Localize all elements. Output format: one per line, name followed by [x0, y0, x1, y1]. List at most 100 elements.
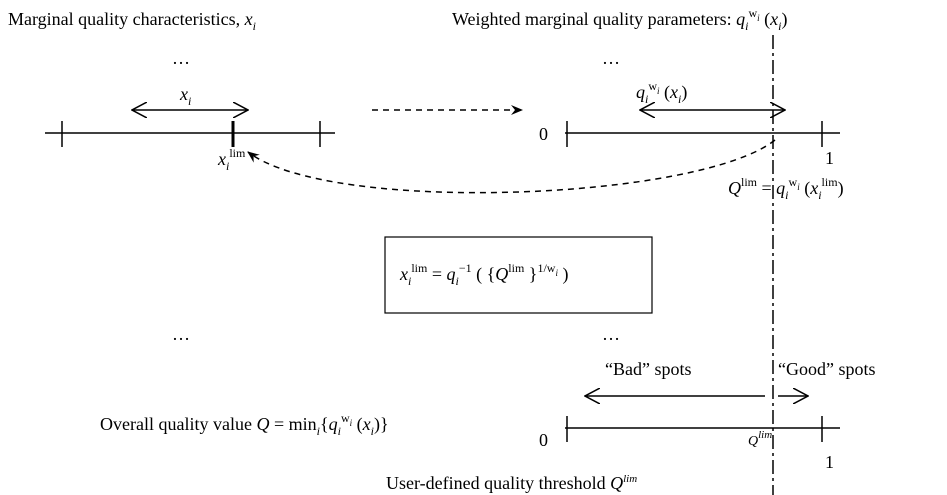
- text-part: i: [338, 424, 341, 438]
- text-part: i: [188, 94, 191, 108]
- text-part: x: [362, 414, 371, 434]
- formula-box: [384, 236, 653, 314]
- text-part: q: [447, 264, 456, 284]
- text-part: i: [456, 274, 459, 288]
- text-part: …: [602, 324, 620, 344]
- text-part: (: [352, 414, 363, 435]
- text-part: lim: [758, 429, 772, 441]
- text-part: i: [371, 424, 374, 438]
- text-part: ): [681, 82, 687, 103]
- text-part: w: [341, 411, 350, 425]
- left-title: Marginal quality characteristics, xi: [8, 9, 256, 33]
- limit-label: xilim: [217, 146, 246, 173]
- text-part: “Good” spots: [778, 359, 876, 379]
- text-part: ( {: [472, 264, 496, 285]
- threshold-label: User-defined quality threshold Qlim: [386, 473, 637, 493]
- text-part: (: [800, 178, 811, 199]
- text-part: i: [745, 19, 748, 33]
- text-part: “Bad” spots: [605, 359, 691, 379]
- qlim-formula: Qlim = qiwi (xilim): [728, 175, 844, 202]
- text-part: x: [217, 149, 226, 169]
- axis-one: 1: [825, 452, 834, 472]
- text-part: x: [244, 9, 253, 29]
- text-part: i: [555, 268, 558, 278]
- text-part: ): [558, 264, 569, 285]
- ellipsis: …: [172, 48, 190, 68]
- text-part: Overall quality value: [100, 414, 256, 434]
- text-part: w: [789, 175, 798, 189]
- text-part: x: [179, 84, 188, 104]
- threshold-mark-label: Qlim: [748, 429, 772, 449]
- text-part: 1: [825, 452, 834, 472]
- text-part: lim: [508, 261, 525, 275]
- text-part: (: [760, 9, 771, 30]
- range-label: xi: [179, 84, 191, 108]
- text-part: i: [778, 19, 781, 33]
- text-part: Q: [256, 414, 269, 434]
- text-part: q: [736, 9, 745, 29]
- text-part: {: [320, 414, 329, 434]
- text-part: i: [785, 188, 788, 202]
- text-part: i: [797, 182, 800, 192]
- text-part: Q: [495, 264, 508, 284]
- text-part: x: [769, 9, 778, 29]
- inverse-arrow: [247, 139, 776, 194]
- text-part: …: [602, 48, 620, 68]
- bad-label: “Bad” spots: [605, 359, 691, 379]
- good-label: “Good” spots: [778, 359, 876, 379]
- text-part: …: [172, 48, 190, 68]
- text-part: User-defined quality threshold: [386, 473, 610, 493]
- text-part: w: [648, 79, 657, 93]
- text-part: Weighted marginal quality parameters:: [452, 9, 736, 29]
- text-part: i: [317, 424, 320, 438]
- text-part: w: [748, 6, 757, 20]
- text-part: lim: [229, 146, 246, 160]
- text-part: …: [172, 324, 190, 344]
- text-part: =: [427, 264, 446, 284]
- text-part: q: [776, 178, 785, 198]
- text-part: i: [645, 92, 648, 106]
- text-part: i: [350, 418, 353, 428]
- text-part: ): [782, 9, 788, 30]
- text-part: x: [399, 264, 408, 284]
- text-part: i: [253, 19, 256, 33]
- text-part: (: [660, 82, 671, 103]
- ellipsis: …: [172, 324, 190, 344]
- text-part: Q: [748, 434, 758, 449]
- text-part: i: [408, 274, 411, 288]
- text-part: i: [678, 92, 681, 106]
- text-part: )}: [374, 414, 389, 435]
- axis-zero: 0: [539, 124, 548, 144]
- axis-zero: 0: [539, 430, 548, 450]
- text-part: Q: [728, 178, 741, 198]
- text-part: }: [524, 264, 537, 284]
- text-part: lim: [822, 175, 839, 189]
- text-part: 1: [825, 148, 834, 168]
- text-part: ): [838, 178, 844, 199]
- text-part: 0: [539, 124, 548, 144]
- overall-formula: Overall quality value Q = mini{qiwi (xi)…: [100, 411, 389, 438]
- text-part: i: [226, 159, 229, 173]
- text-part: =: [757, 178, 776, 198]
- text-part: = min: [269, 414, 316, 434]
- right-title: Weighted marginal quality parameters: qi…: [452, 6, 788, 33]
- range-label: qiwi (xi): [636, 79, 687, 106]
- text-part: −1: [459, 261, 472, 275]
- ellipsis: …: [602, 324, 620, 344]
- text-part: q: [329, 414, 338, 434]
- text-part: 0: [539, 430, 548, 450]
- ellipsis: …: [602, 48, 620, 68]
- text-part: x: [669, 82, 678, 102]
- text-part: x: [809, 178, 818, 198]
- text-part: i: [757, 13, 760, 23]
- inverse-formula: xilim = qi−1 ( {Qlim }1/wi ): [399, 261, 568, 288]
- text-part: w: [547, 261, 556, 275]
- axis-one: 1: [825, 148, 834, 168]
- text-part: 1/: [537, 261, 547, 275]
- text-part: lim: [623, 473, 637, 485]
- text-part: q: [636, 82, 645, 102]
- text-part: Marginal quality characteristics,: [8, 9, 245, 29]
- text-part: i: [818, 188, 821, 202]
- text-part: lim: [411, 261, 428, 275]
